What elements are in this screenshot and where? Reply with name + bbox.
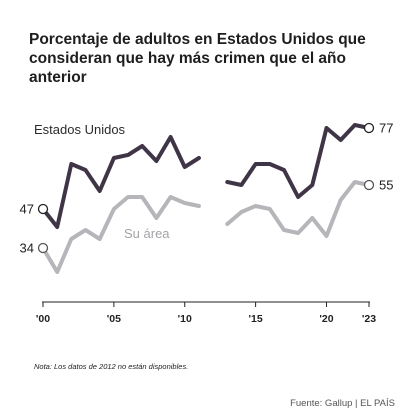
start-value-label: 34 xyxy=(20,241,34,256)
series-label-local: Su área xyxy=(124,226,170,241)
end-point-marker xyxy=(363,122,375,134)
footnote: Nota: Los datos de 2012 no están disponi… xyxy=(34,362,189,371)
x-tick-label: '05 xyxy=(107,313,121,325)
end-value-label: 55 xyxy=(379,178,393,193)
x-tick-label: '00 xyxy=(36,313,50,325)
x-tick-label: '10 xyxy=(178,313,192,325)
x-axis: '00 '05 '10 '15 '20 '23 xyxy=(36,301,376,325)
x-tick-label: '23 xyxy=(362,313,376,325)
series-line-national xyxy=(41,135,201,229)
start-point-marker xyxy=(37,242,49,254)
end-point-marker xyxy=(363,179,375,191)
x-tick-label: '20 xyxy=(319,313,333,325)
label-layer: 34 55 47 77 Estados Unidos Su área xyxy=(20,121,394,256)
series-line-national xyxy=(225,123,371,199)
series-line-local xyxy=(225,180,371,238)
start-value-label: 47 xyxy=(20,202,34,217)
x-tick-label: '15 xyxy=(249,313,263,325)
source-credit: Fuente: Gallup | EL PAÍS xyxy=(290,398,395,409)
series-label-national: Estados Unidos xyxy=(34,122,126,137)
end-value-label: 77 xyxy=(379,121,393,136)
series-line-local xyxy=(41,195,201,274)
series-layer xyxy=(41,123,371,274)
chart-title: Porcentaje de adultos en Estados Unidos … xyxy=(29,31,366,86)
start-point-marker xyxy=(37,203,49,215)
